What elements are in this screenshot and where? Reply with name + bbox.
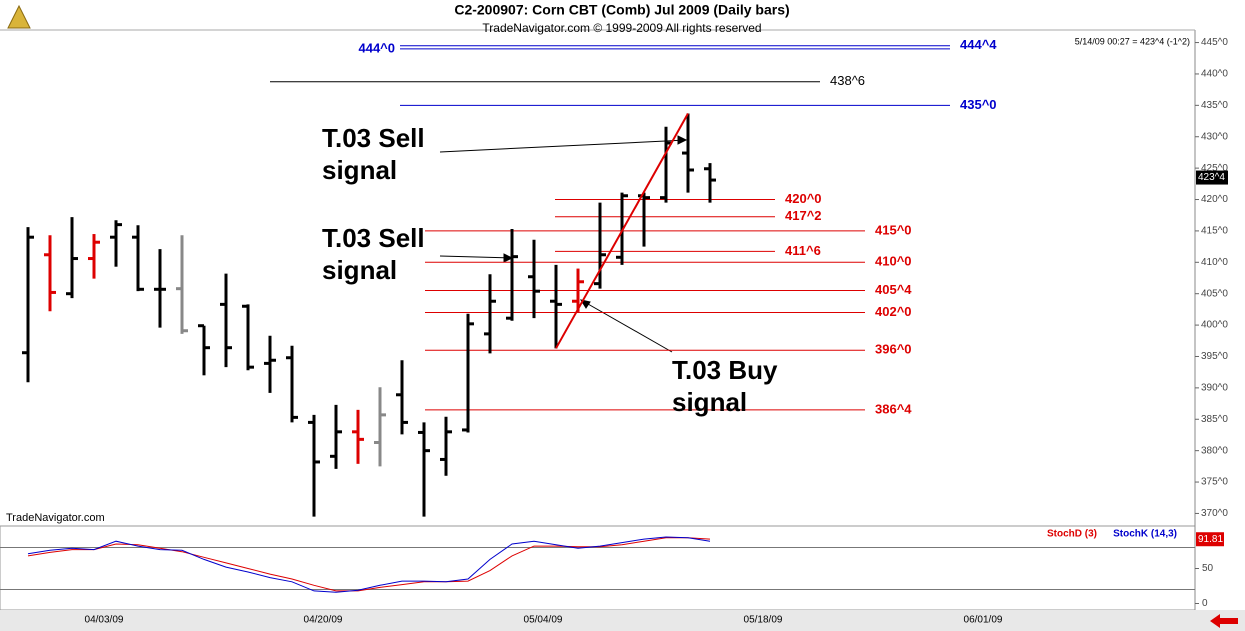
level-label: 420^0: [785, 191, 822, 206]
y-tick-label: 395^0: [1201, 351, 1228, 362]
level-label: 386^4: [875, 401, 912, 416]
level-label: 396^0: [875, 342, 912, 357]
y-tick-label: 415^0: [1201, 226, 1228, 237]
level-label: 444^0: [358, 40, 395, 55]
y-tick-label: 50: [1202, 563, 1214, 574]
level-label: 411^6: [785, 243, 821, 258]
legend-label: StochD (3): [1047, 529, 1097, 540]
x-tick-label: 04/03/09: [85, 615, 124, 626]
y-tick-label: 390^0: [1201, 383, 1228, 394]
signal-arrows: [439, 135, 688, 353]
level-label: 417^2: [785, 208, 822, 223]
y-tick-label: 375^0: [1201, 477, 1228, 488]
last-value-label: 91.81: [1198, 534, 1223, 545]
sub-panel: [0, 525, 1196, 611]
x-tick-label: 05/18/09: [744, 615, 783, 626]
x-tick-label: 04/20/09: [304, 615, 343, 626]
last-price-label: 423^4: [1198, 172, 1225, 183]
y-tick-label: 410^0: [1201, 257, 1228, 268]
scroll-arrow[interactable]: [1210, 614, 1238, 628]
y-tick-label: 445^0: [1201, 37, 1228, 48]
level-label: 438^6: [830, 73, 865, 88]
y-tick-label: 380^0: [1201, 445, 1228, 456]
level-label: 415^0: [875, 222, 912, 237]
last-price-box: [1196, 170, 1228, 185]
date-strip: [0, 610, 1245, 631]
y-tick-label: 430^0: [1201, 131, 1228, 142]
level-label: 405^4: [875, 282, 912, 297]
level-label: 444^4: [960, 37, 997, 52]
logo-icon: [7, 4, 31, 29]
trend-line: [555, 113, 689, 349]
stoch-line: [27, 536, 711, 593]
y-tick-label: 420^0: [1201, 194, 1228, 205]
x-tick-label: 05/04/09: [524, 615, 563, 626]
y-tick-label: 440^0: [1201, 69, 1228, 80]
y-tick-label: 370^0: [1201, 508, 1228, 519]
annotation: signal: [672, 387, 747, 417]
x-tick-label: 06/01/09: [964, 615, 1003, 626]
annotation: T.03 Sell: [322, 123, 425, 153]
last-value-box: [1196, 532, 1224, 547]
annotation: signal: [322, 155, 397, 185]
y-tick-label: 425^0: [1201, 163, 1228, 174]
y-tick-label: 385^0: [1201, 414, 1228, 425]
title: C2-200907: Corn CBT (Comb) Jul 2009 (Dai…: [454, 2, 789, 18]
annotation: T.03 Buy: [672, 355, 778, 385]
y-tick-label: 435^0: [1201, 100, 1228, 111]
annotation: signal: [322, 255, 397, 285]
watermark: TradeNavigator.com: [6, 512, 105, 524]
subtitle: TradeNavigator.com © 1999-2009 All right…: [482, 21, 761, 35]
level-label: 435^0: [960, 97, 997, 112]
y-tick-label: 400^0: [1201, 320, 1228, 331]
y-tick-label: 0: [1202, 598, 1208, 609]
y-tick-label: 405^0: [1201, 288, 1228, 299]
annotation: T.03 Sell: [322, 223, 425, 253]
level-label: 410^0: [875, 254, 912, 269]
level-label: 402^0: [875, 304, 912, 319]
legend-label: StochK (14,3): [1113, 529, 1177, 540]
info: 5/14/09 00:27 = 423^4 (-1^2): [1075, 36, 1190, 46]
